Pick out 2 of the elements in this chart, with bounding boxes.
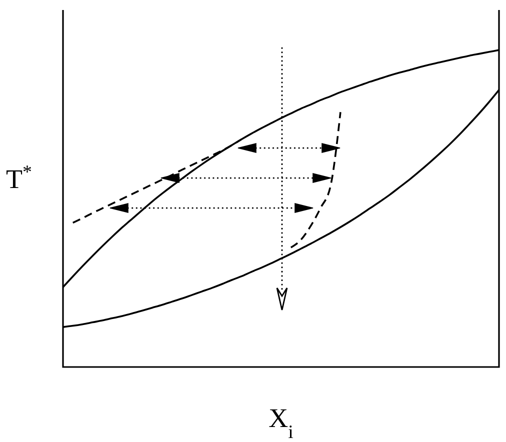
y-axis-title: T$^{*}$ — [6, 162, 32, 194]
x-axis-title: X$_{i}$ — [268, 403, 294, 442]
